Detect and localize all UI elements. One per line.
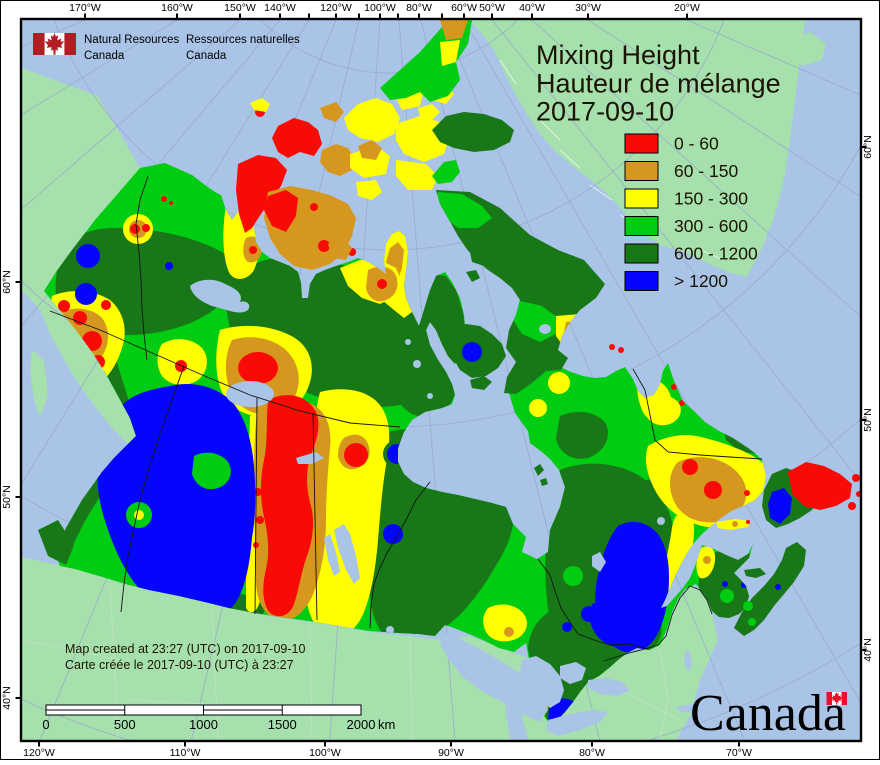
- svg-text:60°W: 60°W: [451, 2, 477, 14]
- svg-text:40°W: 40°W: [519, 2, 545, 14]
- svg-text:100°W: 100°W: [364, 2, 396, 14]
- svg-text:60°N: 60°N: [862, 135, 874, 158]
- svg-text:170°W: 170°W: [69, 2, 101, 14]
- svg-text:50°N: 50°N: [862, 408, 874, 431]
- svg-text:2000: 2000: [347, 717, 376, 732]
- svg-text:Hauteur de mélange: Hauteur de mélange: [536, 69, 781, 99]
- svg-text:150 - 300: 150 - 300: [674, 189, 748, 209]
- svg-text:1500: 1500: [268, 717, 297, 732]
- svg-text:40°N: 40°N: [862, 638, 874, 661]
- svg-text:Mixing Height: Mixing Height: [536, 40, 700, 70]
- svg-text:60°N: 60°N: [1, 270, 13, 293]
- svg-text:> 1200: > 1200: [674, 271, 728, 291]
- svg-text:90°W: 90°W: [438, 747, 464, 759]
- svg-text:1000: 1000: [189, 717, 218, 732]
- svg-text:Ressources naturelles: Ressources naturelles: [186, 34, 300, 46]
- svg-text:Map created at 23:27 (UTC) on: Map created at 23:27 (UTC) on 2017-09-10: [65, 642, 305, 656]
- svg-text:150°W: 150°W: [224, 2, 256, 14]
- svg-text:160°W: 160°W: [161, 2, 193, 14]
- svg-text:80°W: 80°W: [406, 2, 432, 14]
- svg-text:120°W: 120°W: [320, 2, 352, 14]
- svg-text:2017-09-10: 2017-09-10: [536, 97, 674, 127]
- svg-text:50°W: 50°W: [479, 2, 505, 14]
- svg-text:140°W: 140°W: [264, 2, 296, 14]
- svg-text:0: 0: [42, 717, 49, 732]
- svg-text:Canada: Canada: [690, 685, 846, 742]
- svg-text:40°N: 40°N: [1, 686, 13, 709]
- svg-text:60 - 150: 60 - 150: [674, 161, 738, 181]
- svg-text:Carte créée le 2017-09-10 (UTC: Carte créée le 2017-09-10 (UTC) à 23:27: [65, 658, 294, 672]
- svg-text:km: km: [378, 717, 395, 732]
- svg-text:0 - 60: 0 - 60: [674, 134, 719, 154]
- svg-text:100°W: 100°W: [309, 747, 341, 759]
- svg-text:80°W: 80°W: [579, 747, 605, 759]
- svg-text:Canada: Canada: [84, 50, 125, 62]
- svg-text:120°W: 120°W: [23, 747, 55, 759]
- svg-text:20°W: 20°W: [674, 2, 700, 14]
- svg-text:300 - 600: 300 - 600: [674, 216, 748, 236]
- svg-text:50°N: 50°N: [1, 485, 13, 508]
- svg-text:30°W: 30°W: [575, 2, 601, 14]
- svg-text:500: 500: [114, 717, 136, 732]
- svg-text:Natural Resources: Natural Resources: [84, 34, 179, 46]
- svg-text:70°W: 70°W: [726, 747, 752, 759]
- svg-text:600 - 1200: 600 - 1200: [674, 244, 758, 264]
- svg-text:110°W: 110°W: [170, 747, 201, 759]
- svg-text:Canada: Canada: [186, 50, 227, 62]
